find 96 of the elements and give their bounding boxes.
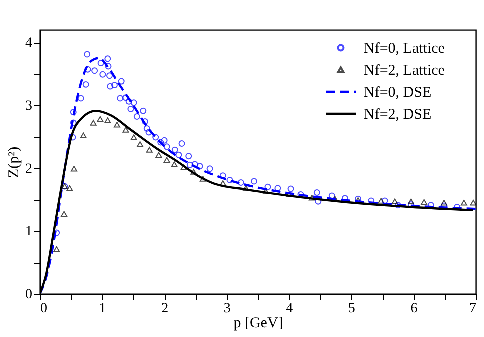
x-tick-label: 5 <box>348 302 356 316</box>
point <box>71 166 78 172</box>
x-tick-label: 7 <box>470 302 476 316</box>
point <box>97 116 104 122</box>
point <box>78 95 84 102</box>
point <box>308 194 316 201</box>
point <box>220 180 226 186</box>
point <box>242 186 250 192</box>
point <box>80 132 87 138</box>
legend-label: Nf=0, DSE <box>364 85 432 101</box>
point <box>146 147 153 153</box>
point <box>172 146 178 154</box>
point <box>206 166 214 172</box>
point <box>84 66 92 73</box>
point <box>178 140 186 148</box>
point <box>98 60 104 67</box>
x-axis-title: p [GeV] <box>234 316 284 332</box>
x-tick-label: 0 <box>40 302 48 316</box>
legend-label: Nf=2, Lattice <box>364 63 446 79</box>
point <box>104 118 112 124</box>
point <box>130 134 138 140</box>
point <box>104 56 112 62</box>
point <box>106 72 113 80</box>
y-tick-label: 3 <box>26 98 32 114</box>
legend-label: Nf=0, Lattice <box>364 41 446 57</box>
point <box>164 157 170 163</box>
point <box>164 144 170 150</box>
point <box>156 152 162 158</box>
point <box>274 185 282 192</box>
point <box>142 118 148 126</box>
point <box>70 109 77 116</box>
point <box>460 200 468 206</box>
point <box>105 63 112 70</box>
point <box>70 120 77 126</box>
point <box>190 169 198 175</box>
x-tick-label: 6 <box>410 302 418 316</box>
point <box>394 202 402 209</box>
point <box>117 95 124 102</box>
point <box>408 198 414 204</box>
x-tick-label: 3 <box>224 302 231 316</box>
point <box>122 94 130 102</box>
y-tick-label: 2 <box>26 162 32 177</box>
point <box>382 198 388 204</box>
y-tick-label: 4 <box>26 36 32 52</box>
y-axis-title: Z(p²) <box>6 146 22 178</box>
x-tick-label: 2 <box>162 302 169 316</box>
point <box>82 81 90 88</box>
point <box>378 198 385 204</box>
point <box>186 162 194 168</box>
point <box>140 108 147 114</box>
point <box>61 211 68 218</box>
point <box>314 190 320 196</box>
point <box>128 106 134 112</box>
point <box>92 68 98 74</box>
point <box>137 142 144 148</box>
point <box>238 180 244 186</box>
point <box>122 127 130 133</box>
y-tick-label: 0 <box>26 288 32 302</box>
legend-label: Nf=2, DSE <box>364 107 432 123</box>
point <box>264 184 272 190</box>
point <box>392 198 398 204</box>
point <box>288 186 294 192</box>
point <box>107 83 114 90</box>
point <box>342 195 348 202</box>
point <box>158 139 164 146</box>
point <box>84 51 91 58</box>
point <box>112 82 118 89</box>
x-tick-label: 1 <box>99 302 106 316</box>
point <box>130 100 138 106</box>
point <box>152 134 160 141</box>
point <box>114 122 120 128</box>
point <box>161 137 168 144</box>
point <box>126 98 132 105</box>
point <box>100 71 106 78</box>
x-tick-label: 4 <box>286 302 294 316</box>
point <box>134 114 140 120</box>
point <box>440 200 448 206</box>
point <box>200 176 206 182</box>
point <box>421 199 428 206</box>
point <box>171 162 178 168</box>
point <box>251 178 258 185</box>
point <box>186 153 192 160</box>
y-tick-label: 1 <box>26 224 32 240</box>
point <box>470 200 476 206</box>
point <box>226 176 234 184</box>
point <box>54 246 60 252</box>
point <box>328 192 336 200</box>
point <box>146 129 152 136</box>
point <box>192 161 198 168</box>
point <box>118 78 125 85</box>
point <box>90 120 97 126</box>
point <box>176 152 182 158</box>
point <box>144 125 150 132</box>
point <box>66 186 74 192</box>
point <box>196 163 204 170</box>
point <box>180 164 188 171</box>
